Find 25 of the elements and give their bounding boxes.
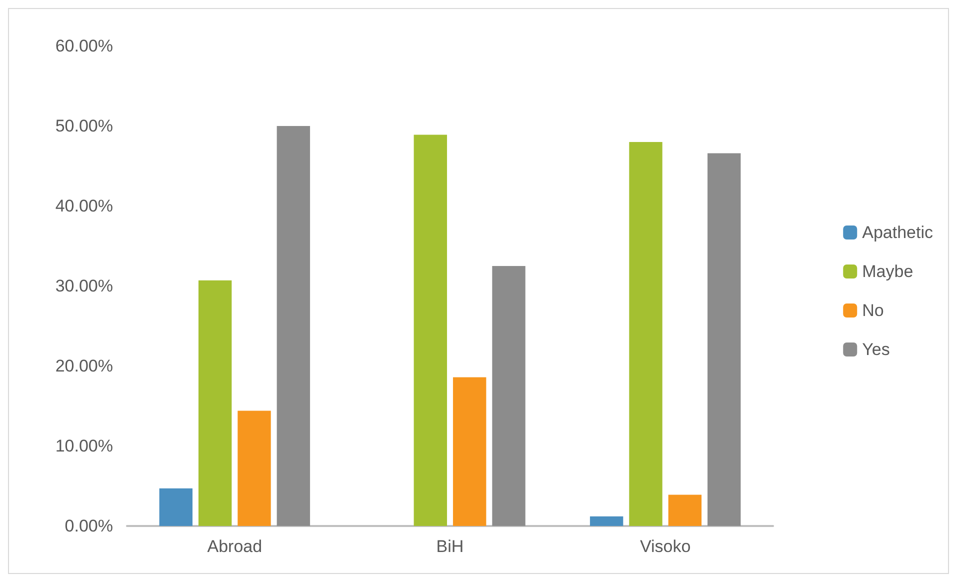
bar [708,153,741,526]
bar [198,280,232,526]
y-tick-label: 40.00% [55,196,113,216]
bar [238,410,271,526]
legend-label: No [862,301,884,320]
x-tick-label: BiH [436,537,464,556]
x-tick-label: Abroad [207,537,262,556]
bar [590,516,624,526]
x-tick-label: Visoko [640,537,691,556]
bar [452,377,486,526]
y-tick-label: 10.00% [55,436,113,456]
legend-label: Yes [862,340,890,359]
y-tick-label: 0.00% [64,516,113,536]
bar [414,134,448,526]
bar [629,142,662,526]
y-tick-label: 60.00% [55,36,113,56]
legend-label: Maybe [862,262,914,281]
bar [668,494,702,526]
bar [276,126,310,526]
bar [159,488,192,526]
bar [492,266,526,526]
y-tick-label: 30.00% [55,276,113,296]
legend-label: Apathetic [862,223,934,242]
y-tick-label: 50.00% [55,116,113,136]
y-tick-label: 20.00% [55,356,113,376]
